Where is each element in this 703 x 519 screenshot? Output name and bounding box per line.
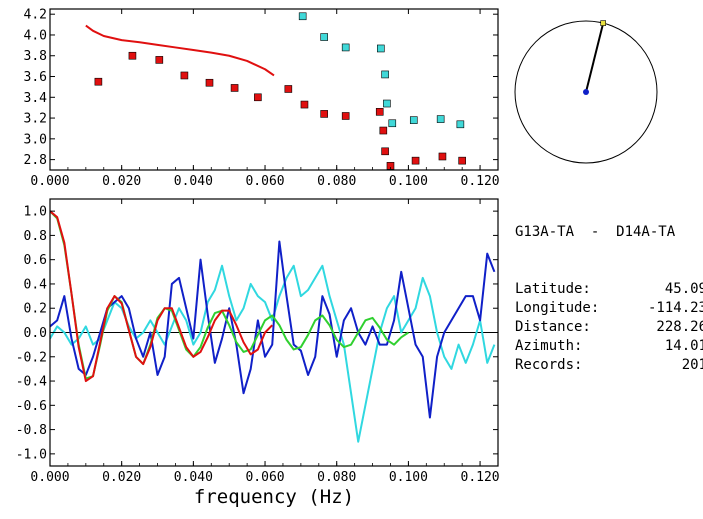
model-red-line <box>50 210 273 383</box>
info-label: Latitude: <box>515 281 591 297</box>
observed-cyan-line <box>50 264 496 443</box>
x-tick-label: 0.000 <box>30 470 69 485</box>
event-marker <box>600 20 606 26</box>
group-velocity-point <box>341 43 350 52</box>
x-tick-label: 0.020 <box>102 174 141 189</box>
phase-velocity-point <box>254 93 262 102</box>
station-pair-label: G13A-TA - D14A-TA <box>515 224 676 240</box>
phase-velocity-point <box>94 77 103 86</box>
info-row: Longitude: -114.23 <box>515 299 703 318</box>
x-tick-label: 0.080 <box>317 174 356 189</box>
phase-velocity-point <box>381 147 389 156</box>
x-tick-label: 0.120 <box>461 470 500 485</box>
info-value: 45.09 <box>664 281 703 297</box>
azimuth-line <box>585 22 605 93</box>
group-velocity-point <box>320 33 328 41</box>
phase-velocity-point <box>458 156 466 165</box>
y-tick-label: -1.0 <box>16 447 47 462</box>
x-tick-label: 0.020 <box>102 470 141 485</box>
info-value: 228.26 <box>656 319 703 335</box>
x-tick-label: 0.060 <box>245 174 284 189</box>
station-dot <box>583 89 589 95</box>
azimuth-circle <box>514 20 658 164</box>
x-tick-label: 0.120 <box>461 174 500 189</box>
info-value: 201 <box>681 357 703 373</box>
x-tick-label: 0.100 <box>389 174 428 189</box>
y-tick-label: 3.2 <box>24 112 47 127</box>
y-tick-label: 4.0 <box>24 28 47 43</box>
y-tick-label: -0.4 <box>16 375 47 390</box>
x-tick-label: 0.080 <box>317 470 356 485</box>
group-velocity-point <box>409 116 418 124</box>
group-velocity-point <box>377 44 385 53</box>
info-label: Distance: <box>515 319 591 335</box>
info-panel: G13A-TA - D14A-TA Latitude: 45.09 Longitud… <box>515 185 703 394</box>
y-tick-label: -0.8 <box>16 423 47 438</box>
model-curve-line <box>85 24 275 77</box>
y-tick-label: 3.6 <box>24 70 47 85</box>
y-tick-label: 0.6 <box>24 253 47 268</box>
info-value: 14.01 <box>664 338 703 354</box>
group-velocity-point <box>298 12 307 21</box>
azimuth-ring <box>514 20 658 164</box>
observed-blue-line <box>50 240 496 419</box>
x-tick-label: 0.040 <box>174 470 213 485</box>
phase-velocity-point <box>379 126 388 135</box>
info-row: Distance: 228.26 <box>515 318 703 337</box>
y-tick-label: 4.2 <box>24 8 47 23</box>
coherence-panel: 0.000 0.020 0.040 0.060 0.080 0.100 0.120 1.0 0.… <box>16 198 500 485</box>
group-velocity-point <box>381 70 389 79</box>
info-label: Records: <box>515 357 583 373</box>
y-tick-label: 1.0 <box>24 205 47 220</box>
phase-velocity-point <box>230 84 239 92</box>
y-tick-label: -0.2 <box>16 350 47 365</box>
frequency-axis-label: frequency (Hz) <box>194 486 354 508</box>
phase-velocity-point <box>205 78 214 87</box>
info-value: -114.23 <box>647 300 703 316</box>
y-tick-label: 0.4 <box>24 277 48 292</box>
phase-velocity-point <box>438 152 447 161</box>
phase-velocity-point <box>375 108 384 116</box>
y-tick-label: 2.8 <box>24 153 47 168</box>
phase-velocity-point <box>128 51 137 60</box>
phase-velocity-point <box>411 156 420 165</box>
y-tick-label: 3.0 <box>24 132 47 147</box>
group-velocity-point <box>388 119 397 128</box>
info-row: Azimuth: 14.01 <box>515 337 703 356</box>
phase-velocity-point <box>180 71 189 80</box>
y-tick-label: 0.0 <box>24 326 47 341</box>
info-row: Records: 201 <box>515 356 703 375</box>
y-tick-label: 3.8 <box>24 49 47 64</box>
x-tick-label: 0.040 <box>174 174 213 189</box>
group-velocity-point <box>436 115 445 123</box>
phase-velocity-point <box>300 100 309 109</box>
plot-frame <box>49 8 499 171</box>
group-velocity-point <box>383 99 391 108</box>
phase-velocity-point <box>341 112 350 120</box>
velocity-panel: 0.000 0.020 0.040 0.060 0.080 0.100 0.120 2.8 3.… <box>24 8 500 189</box>
x-tick-label: 0.100 <box>389 470 428 485</box>
x-tick-label: 0.060 <box>245 470 284 485</box>
phase-velocity-point <box>320 110 328 118</box>
info-label: Azimuth: <box>515 338 583 354</box>
y-tick-label: 0.8 <box>24 229 47 244</box>
info-label: Longitude: <box>515 300 600 316</box>
x-tick-label: 0.000 <box>30 174 69 189</box>
phase-velocity-point <box>155 56 164 64</box>
y-tick-label: 3.4 <box>24 91 48 106</box>
info-row: Latitude: 45.09 <box>515 280 703 299</box>
group-velocity-point <box>456 120 465 129</box>
phase-velocity-point <box>284 85 293 93</box>
y-tick-label: 0.2 <box>24 302 47 317</box>
y-tick-label: -0.6 <box>16 399 47 414</box>
